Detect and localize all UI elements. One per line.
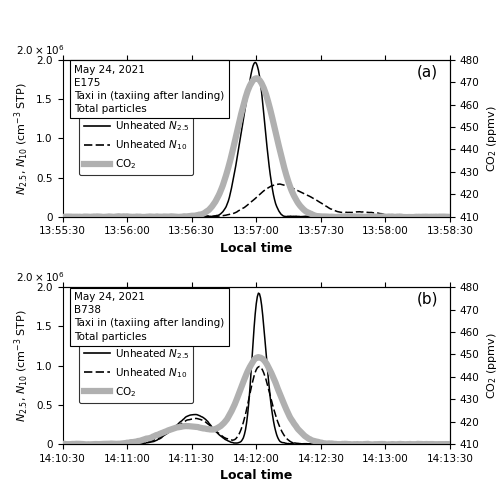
Text: $2.0 \times 10^6$: $2.0 \times 10^6$ (16, 270, 64, 284)
X-axis label: Local time: Local time (220, 470, 292, 483)
Y-axis label: CO$_2$ (ppmv): CO$_2$ (ppmv) (485, 105, 499, 172)
Y-axis label: CO$_2$ (ppmv): CO$_2$ (ppmv) (485, 332, 499, 399)
Text: May 24, 2021
B738
Taxi in (taxiing after landing)
Total particles: May 24, 2021 B738 Taxi in (taxiing after… (74, 292, 225, 342)
Y-axis label: $N_{2.5}$, $N_{10}$ (cm$^{-3}$ STP): $N_{2.5}$, $N_{10}$ (cm$^{-3}$ STP) (12, 309, 30, 422)
Legend: Unheated $N_{2.5}$, Unheated $N_{10}$, CO$_2$: Unheated $N_{2.5}$, Unheated $N_{10}$, C… (80, 115, 194, 176)
Text: (b): (b) (417, 292, 438, 307)
Y-axis label: $N_{2.5}$, $N_{10}$ (cm$^{-3}$ STP): $N_{2.5}$, $N_{10}$ (cm$^{-3}$ STP) (12, 82, 30, 195)
Text: (a): (a) (417, 64, 438, 79)
Legend: Unheated $N_{2.5}$, Unheated $N_{10}$, CO$_2$: Unheated $N_{2.5}$, Unheated $N_{10}$, C… (80, 343, 194, 403)
X-axis label: Local time: Local time (220, 242, 292, 255)
Text: $2.0 \times 10^6$: $2.0 \times 10^6$ (16, 43, 64, 57)
Text: May 24, 2021
E175
Taxi in (taxiing after landing)
Total particles: May 24, 2021 E175 Taxi in (taxiing after… (74, 64, 225, 114)
